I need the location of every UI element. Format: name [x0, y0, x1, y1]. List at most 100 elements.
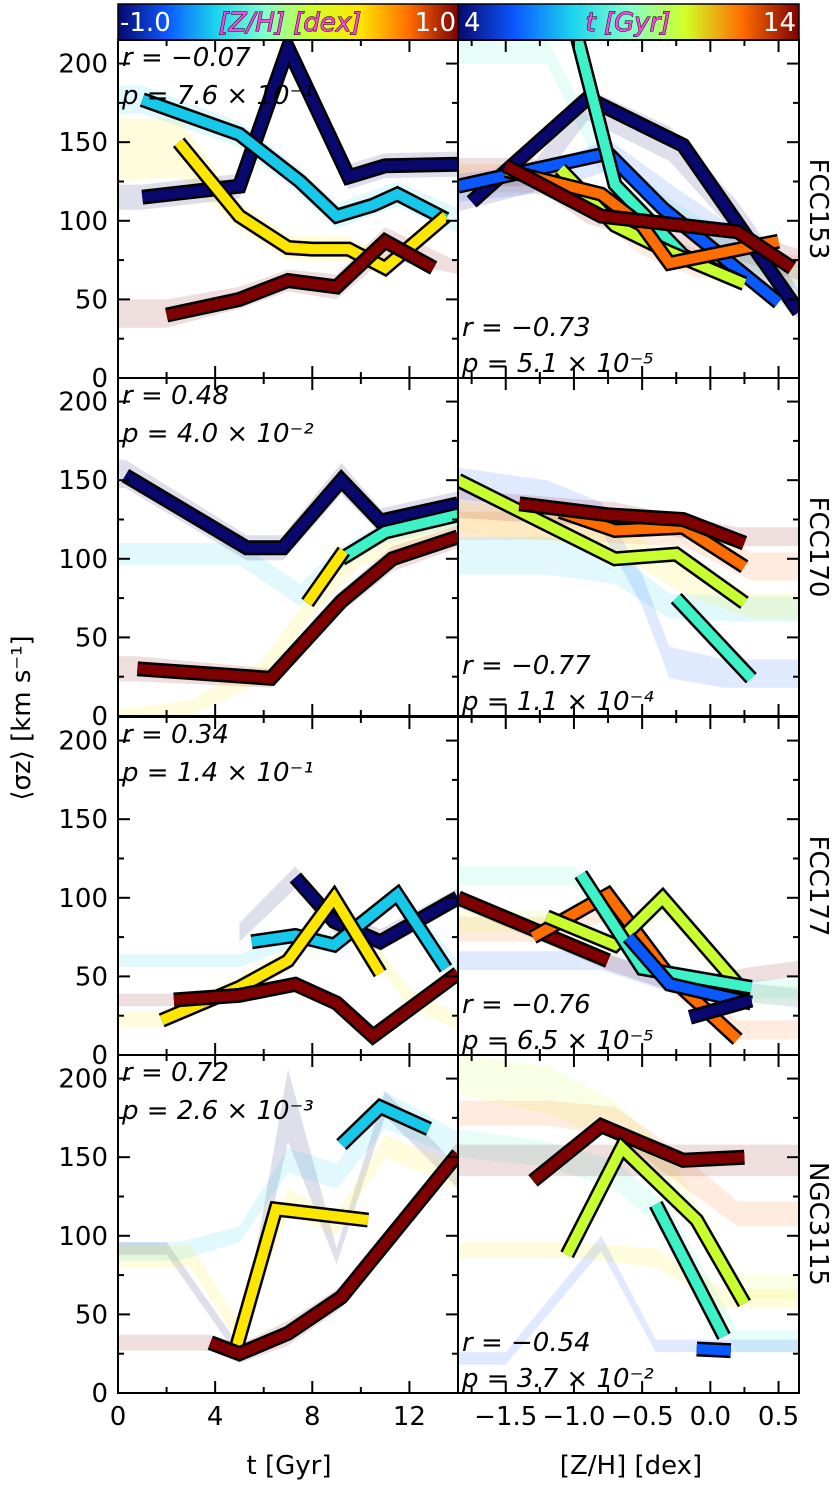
correlation-annotation: r = −0.54 p = 3.7 × 10⁻² [461, 1328, 654, 1394]
y-tick-label: 150 [58, 1143, 108, 1173]
y-tick-label: 200 [58, 1065, 108, 1095]
annotation-p: p = 7.6 × 10⁻¹ [121, 81, 314, 111]
y-ticks-ngc3115-right [787, 1077, 799, 1394]
y-tick-label: 0 [91, 364, 108, 394]
y-axis-label: ⟨σz⟩ [km s⁻¹] [7, 635, 37, 800]
x-tick-label: 12 [393, 1402, 426, 1432]
x-tick-label: 0.5 [758, 1402, 799, 1432]
annotation-p: p = 1.1 × 10⁻⁴ [461, 687, 654, 717]
series-line [301, 546, 351, 608]
annotation-r: r = 0.34 [122, 720, 229, 750]
series-line-stroke [696, 1344, 732, 1356]
series-line [502, 159, 797, 275]
uncertainty-band [458, 536, 799, 622]
series-line-stroke [458, 475, 748, 607]
annotation-r: r = 0.48 [122, 381, 229, 411]
y-tick-label: 0 [91, 702, 108, 732]
annotation-r: r = −0.07 [122, 43, 251, 73]
series-line-stroke [208, 1150, 458, 1360]
series-line-stroke [250, 887, 451, 972]
x-ticks-fcc170-right [470, 378, 780, 716]
annotation-r: r = −0.54 [462, 1328, 591, 1358]
uncertainty-band [458, 467, 799, 688]
colorbar-left: -1.0 [Z/H] [dex] 1.0 [117, 3, 459, 41]
colorbar-right: 4 t [Gyr] 14 [457, 3, 800, 41]
plot-area-fcc153-right [458, 40, 799, 322]
x-tick-label: −1.0 [542, 1402, 605, 1432]
galaxy-label: FCC177 [803, 836, 833, 937]
y-tick-label: 100 [58, 545, 108, 575]
series-line [518, 496, 748, 551]
colorbar-right-title: t [Gyr] [586, 8, 671, 38]
series-line [649, 1200, 731, 1340]
galaxy-label: FCC170 [803, 497, 833, 598]
plot-area-fcc177-right [458, 866, 799, 1045]
series-line [165, 231, 438, 323]
series-line [622, 932, 753, 1011]
y-ticks-ngc3115-left: 0 50 100 150 200 [58, 1065, 458, 1409]
y-ticks-fcc177-right [787, 739, 799, 1056]
series-line-stroke [137, 532, 458, 684]
plot-area-ngc3115-left [118, 1069, 458, 1364]
series-line-stroke [174, 139, 450, 274]
colorbar-left-min-label: -1.0 [120, 8, 171, 38]
series-line [670, 592, 757, 684]
correlation-annotation: r = 0.72 p = 2.6 × 10⁻³ [121, 1058, 314, 1126]
series-line-stroke [624, 933, 753, 1008]
plot-area-fcc177-left [118, 866, 458, 1046]
series-line-stroke [338, 509, 458, 564]
x-tick-label: 4 [207, 1402, 224, 1432]
series-line [250, 883, 453, 973]
annotation-r: r = −0.77 [462, 651, 591, 681]
y-tick-label: 100 [58, 1222, 108, 1252]
series-line-stroke [503, 161, 795, 273]
panel-fcc170-left: 0 50 100 150 200 r = 0.48 p = 4.0 × 10⁻² [58, 377, 459, 732]
annotation-p: p = 1.4 × 10⁻¹ [121, 758, 314, 788]
series-line-stroke [651, 1202, 729, 1339]
colorbar-left-title: [Z/H] [dex] [219, 8, 362, 38]
y-ticks-fcc170-left: 0 50 100 150 200 [58, 388, 458, 732]
series-line [336, 1097, 432, 1150]
annotation-p: p = 6.5 × 10⁻⁵ [461, 1026, 654, 1056]
plot-area-ngc3115-right [458, 1055, 799, 1365]
colorbar-left-max-label: 1.0 [415, 8, 456, 38]
series-line [543, 886, 751, 998]
y-ticks-fcc177-left: 0 50 100 150 200 [58, 727, 458, 1071]
x-tick-label: −1.5 [474, 1402, 537, 1432]
series-line-stroke [518, 498, 747, 548]
panel-ngc3115-right: −1.5 −1.0 −0.5 0.0 0.5 r = −0.54 p = 3.7 × 10⁻… [457, 1054, 833, 1432]
y-tick-label: 50 [75, 623, 108, 653]
y-tick-label: 200 [58, 727, 108, 757]
annotation-r: r = −0.73 [462, 313, 591, 343]
correlation-annotation: r = −0.73 p = 5.1 × 10⁻⁵ [461, 313, 654, 379]
uncertainty-band [118, 1091, 458, 1261]
y-tick-label: 150 [58, 128, 108, 158]
plot-area-fcc170-right [458, 467, 799, 688]
y-tick-label: 0 [91, 1379, 108, 1409]
series-line-stroke [140, 94, 449, 224]
panel-fcc153-right: r = −0.73 p = 5.1 × 10⁻⁵ FCC153 [457, 39, 833, 379]
series-line [528, 1117, 745, 1187]
series-line-stroke [544, 890, 749, 996]
annotation-p: p = 2.6 × 10⁻³ [121, 1096, 314, 1126]
series-line-stroke [576, 871, 753, 993]
y-tick-label: 200 [58, 50, 108, 80]
series-line-stroke [672, 594, 755, 682]
panel-fcc170-right: r = −0.77 p = 1.1 × 10⁻⁴ FCC170 [457, 377, 833, 717]
panel-frame [457, 1054, 800, 1394]
uncertainty-band [458, 891, 799, 1005]
correlation-annotation: r = −0.07 p = 7.6 × 10⁻¹ [121, 43, 314, 111]
series-line [574, 870, 753, 995]
series-line-stroke [165, 235, 437, 320]
uncertainty-band [118, 505, 458, 606]
series-line [557, 504, 749, 574]
y-ticks-fcc153-left: 0 50 100 150 200 [58, 50, 458, 394]
series-line-stroke [173, 969, 458, 1043]
colorbar-right-bar [457, 3, 800, 41]
uncertainty-band [118, 1141, 458, 1364]
x-tick-label: 8 [304, 1402, 321, 1432]
series-line-stroke [558, 506, 748, 571]
annotation-r: r = −0.76 [462, 990, 591, 1020]
galaxy-label: FCC153 [803, 159, 833, 260]
